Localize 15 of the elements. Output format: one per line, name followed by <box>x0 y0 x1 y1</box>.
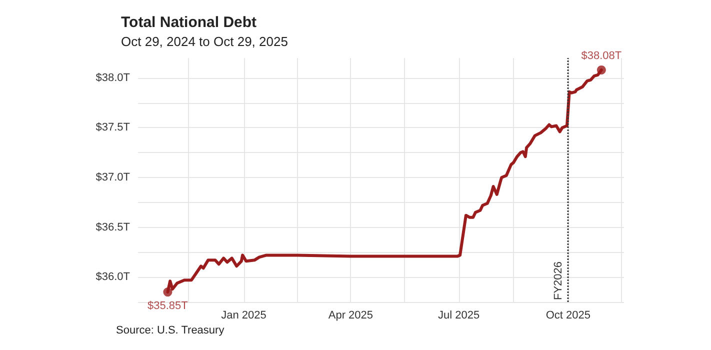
y-tick-label: $36.5T <box>96 221 130 234</box>
ref-line-label: FY2026 <box>552 261 565 300</box>
x-tick-label: Jul 2025 <box>438 310 480 322</box>
annotation: $35.85T <box>148 300 188 312</box>
source-note: Source: U.S. Treasury <box>116 324 225 336</box>
y-tick-label: $37.5T <box>96 122 130 134</box>
x-tick-label: Apr 2025 <box>328 310 374 322</box>
y-tick-label: $37.0T <box>96 172 130 184</box>
y-tick-label: $36.0T <box>96 271 130 284</box>
chart-subtitle: Oct 29, 2024 to Oct 29, 2025 <box>121 34 288 49</box>
annotation: $38.08T <box>581 50 622 62</box>
x-tick-label: Oct 2025 <box>546 310 590 322</box>
x-tick-label: Jan 2025 <box>221 310 266 322</box>
chart-title: Total National Debt <box>121 14 257 31</box>
y-tick-label: $38.0T <box>96 72 130 84</box>
